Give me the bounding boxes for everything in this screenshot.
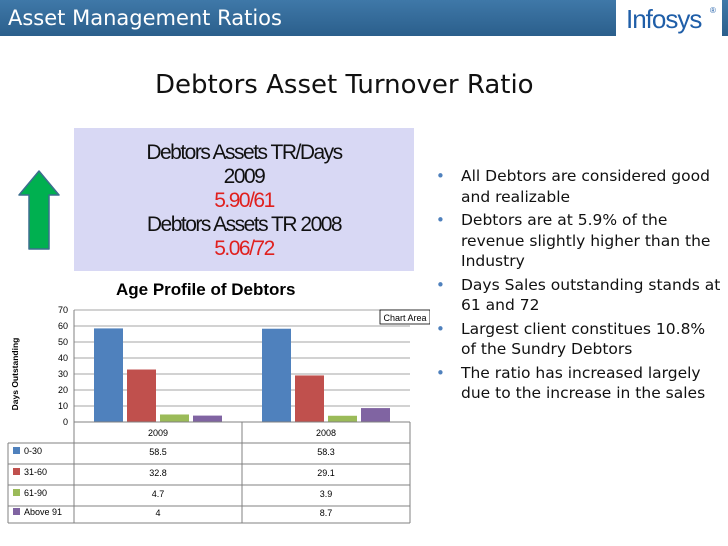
- bar: [127, 369, 156, 422]
- y-tick-label: 10: [58, 401, 68, 411]
- bar: [94, 328, 123, 422]
- y-tick-label: 0: [63, 417, 68, 427]
- bullet-icon: •: [436, 319, 445, 338]
- bullet-list: • All Debtors are considered good and rea…: [432, 166, 724, 407]
- bullet-item: • Debtors are at 5.9% of the revenue slig…: [432, 210, 724, 272]
- ratio-box: Debtors Assets TR/Days 2009 5.90/61 Debt…: [74, 128, 414, 271]
- y-tick-label: 20: [58, 385, 68, 395]
- registered-mark: ®: [710, 6, 716, 15]
- data-value-label: 58.5: [149, 447, 167, 457]
- header-title: Asset Management Ratios: [8, 6, 282, 30]
- logo-background: [616, 0, 722, 40]
- green-up-arrow-icon: [18, 170, 60, 250]
- bullet-item: • The ratio has increased largely due to …: [432, 363, 724, 404]
- legend-swatch: [13, 508, 20, 515]
- data-value-label: 29.1: [317, 468, 335, 478]
- ratio-line-1: Debtors Assets TR/Days: [146, 141, 343, 164]
- ratio-year-2009: 2009: [223, 165, 266, 188]
- bullet-icon: •: [436, 363, 445, 382]
- y-tick-label: 60: [58, 321, 68, 331]
- legend-swatch: [13, 489, 20, 496]
- bullet-icon: •: [436, 275, 445, 294]
- chart-area-tooltip: [379, 309, 430, 325]
- data-value-label: 4.7: [152, 489, 165, 499]
- data-value-label: 58.3: [317, 447, 335, 457]
- data-value-label: 4: [155, 508, 160, 518]
- y-tick-label: 40: [58, 353, 68, 363]
- bullet-item: • All Debtors are considered good and rea…: [432, 166, 724, 207]
- bullet-text: Largest client constitues 10.8% of the S…: [461, 319, 706, 359]
- bar: [328, 415, 357, 422]
- ratio-value-2008: 5.06/72: [214, 237, 275, 260]
- y-axis-label: Days Outstanding: [10, 338, 20, 411]
- bullet-text: All Debtors are considered good and real…: [461, 167, 710, 206]
- y-tick-label: 50: [58, 337, 68, 347]
- data-value-label: 3.9: [320, 489, 333, 499]
- bullet-text: Debtors are at 5.9% of the revenue sligh…: [461, 211, 711, 270]
- bullet-icon: •: [436, 211, 445, 229]
- bullet-text: The ratio has increased largely due to t…: [461, 363, 706, 403]
- header-bar: [0, 0, 728, 36]
- bar: [295, 375, 324, 422]
- legend-label: 31-60: [24, 467, 47, 477]
- slide-title: Debtors Asset Turnover Ratio: [155, 70, 534, 100]
- ratio-value-2009: 5.90/61: [214, 189, 275, 212]
- bar: [193, 415, 222, 422]
- data-value-label: 32.8: [149, 468, 167, 478]
- bullet-item: • Days Sales outstanding stands at 61 and…: [432, 275, 724, 316]
- legend-label: 61-90: [24, 488, 47, 498]
- chart-area-tooltip-text: Chart Area: [383, 313, 426, 323]
- category-label: 2009: [148, 428, 168, 438]
- ratio-line-2008: Debtors Assets TR 2008: [146, 213, 343, 236]
- bar: [262, 328, 291, 422]
- bar: [361, 408, 390, 422]
- y-tick-label: 70: [58, 305, 68, 315]
- category-label: 2008: [316, 428, 336, 438]
- legend-swatch: [13, 468, 20, 475]
- legend-label: 0-30: [24, 446, 42, 456]
- bullet-text: Days Sales outstanding stands at 61 and …: [461, 275, 721, 315]
- bullet-item: • Largest client constitues 10.8% of the …: [432, 319, 724, 360]
- bar: [160, 414, 189, 422]
- y-tick-label: 30: [58, 369, 68, 379]
- debtors-age-chart: 0 10 20 30 40 50 60 70 Days Outstanding 2009 2008 0…: [7, 305, 430, 524]
- chart-title: Age Profile of Debtors: [108, 280, 304, 300]
- legend-label: Above 91: [24, 507, 62, 517]
- legend-swatch: [13, 447, 20, 454]
- infosys-logo: Infosys: [626, 4, 702, 34]
- data-value-label: 8.7: [320, 508, 333, 518]
- bullet-icon: •: [436, 167, 445, 185]
